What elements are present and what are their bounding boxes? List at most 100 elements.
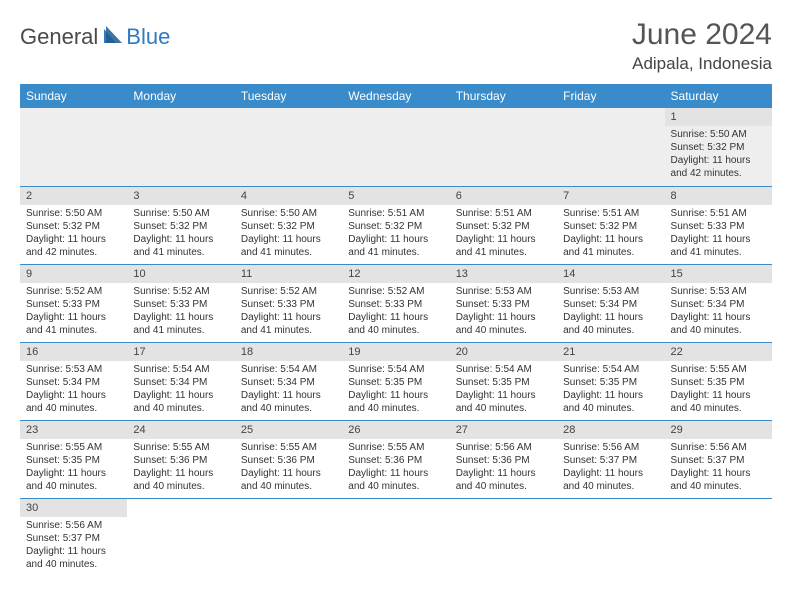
calendar-day-cell: 20Sunrise: 5:54 AMSunset: 5:35 PMDayligh… xyxy=(450,342,557,420)
sunset-text: Sunset: 5:33 PM xyxy=(671,220,766,233)
sunset-text: Sunset: 5:35 PM xyxy=(563,376,658,389)
sunrise-text: Sunrise: 5:50 AM xyxy=(26,207,121,220)
day-number: 14 xyxy=(557,265,664,283)
sunset-text: Sunset: 5:37 PM xyxy=(26,532,121,545)
calendar-day-cell xyxy=(342,108,449,186)
day-number: 17 xyxy=(127,343,234,361)
sunrise-text: Sunrise: 5:56 AM xyxy=(563,441,658,454)
day-number: 19 xyxy=(342,343,449,361)
day-number: 8 xyxy=(665,187,772,205)
calendar-day-cell xyxy=(450,498,557,576)
calendar-day-cell: 11Sunrise: 5:52 AMSunset: 5:33 PMDayligh… xyxy=(235,264,342,342)
daylight-text: Daylight: 11 hours and 40 minutes. xyxy=(563,389,658,415)
sunset-text: Sunset: 5:33 PM xyxy=(348,298,443,311)
sunrise-text: Sunrise: 5:56 AM xyxy=(456,441,551,454)
calendar-day-cell xyxy=(665,498,772,576)
daylight-text: Daylight: 11 hours and 41 minutes. xyxy=(241,311,336,337)
day-number: 10 xyxy=(127,265,234,283)
sunset-text: Sunset: 5:35 PM xyxy=(456,376,551,389)
daylight-text: Daylight: 11 hours and 42 minutes. xyxy=(26,233,121,259)
daylight-text: Daylight: 11 hours and 40 minutes. xyxy=(456,389,551,415)
calendar-day-cell xyxy=(557,108,664,186)
daylight-text: Daylight: 11 hours and 41 minutes. xyxy=(133,311,228,337)
calendar-day-cell: 16Sunrise: 5:53 AMSunset: 5:34 PMDayligh… xyxy=(20,342,127,420)
day-number: 26 xyxy=(342,421,449,439)
calendar-day-cell: 21Sunrise: 5:54 AMSunset: 5:35 PMDayligh… xyxy=(557,342,664,420)
daylight-text: Daylight: 11 hours and 40 minutes. xyxy=(241,467,336,493)
calendar-day-cell: 9Sunrise: 5:52 AMSunset: 5:33 PMDaylight… xyxy=(20,264,127,342)
day-number: 4 xyxy=(235,187,342,205)
day-number: 30 xyxy=(20,499,127,517)
day-details: Sunrise: 5:50 AMSunset: 5:32 PMDaylight:… xyxy=(127,205,234,263)
sunset-text: Sunset: 5:32 PM xyxy=(26,220,121,233)
sunrise-text: Sunrise: 5:50 AM xyxy=(133,207,228,220)
weekday-header: Wednesday xyxy=(342,84,449,108)
calendar-day-cell: 25Sunrise: 5:55 AMSunset: 5:36 PMDayligh… xyxy=(235,420,342,498)
sunset-text: Sunset: 5:32 PM xyxy=(456,220,551,233)
calendar-week-row: 30Sunrise: 5:56 AMSunset: 5:37 PMDayligh… xyxy=(20,498,772,576)
calendar-day-cell: 3Sunrise: 5:50 AMSunset: 5:32 PMDaylight… xyxy=(127,186,234,264)
sunrise-text: Sunrise: 5:52 AM xyxy=(241,285,336,298)
day-number: 25 xyxy=(235,421,342,439)
sunset-text: Sunset: 5:32 PM xyxy=(563,220,658,233)
day-details: Sunrise: 5:54 AMSunset: 5:34 PMDaylight:… xyxy=(127,361,234,419)
day-number: 3 xyxy=(127,187,234,205)
sunset-text: Sunset: 5:32 PM xyxy=(133,220,228,233)
daylight-text: Daylight: 11 hours and 41 minutes. xyxy=(348,233,443,259)
calendar-day-cell: 24Sunrise: 5:55 AMSunset: 5:36 PMDayligh… xyxy=(127,420,234,498)
calendar-day-cell xyxy=(235,108,342,186)
daylight-text: Daylight: 11 hours and 40 minutes. xyxy=(26,545,121,571)
calendar-day-cell: 15Sunrise: 5:53 AMSunset: 5:34 PMDayligh… xyxy=(665,264,772,342)
sunrise-text: Sunrise: 5:53 AM xyxy=(456,285,551,298)
sunrise-text: Sunrise: 5:54 AM xyxy=(456,363,551,376)
day-number: 5 xyxy=(342,187,449,205)
sunrise-text: Sunrise: 5:50 AM xyxy=(671,128,766,141)
day-number: 28 xyxy=(557,421,664,439)
weekday-header: Thursday xyxy=(450,84,557,108)
daylight-text: Daylight: 11 hours and 40 minutes. xyxy=(133,467,228,493)
calendar-day-cell: 6Sunrise: 5:51 AMSunset: 5:32 PMDaylight… xyxy=(450,186,557,264)
calendar-body: 1Sunrise: 5:50 AMSunset: 5:32 PMDaylight… xyxy=(20,108,772,576)
calendar-table: Sunday Monday Tuesday Wednesday Thursday… xyxy=(20,84,772,576)
sunrise-text: Sunrise: 5:55 AM xyxy=(671,363,766,376)
daylight-text: Daylight: 11 hours and 40 minutes. xyxy=(241,389,336,415)
calendar-day-cell: 13Sunrise: 5:53 AMSunset: 5:33 PMDayligh… xyxy=(450,264,557,342)
day-details: Sunrise: 5:56 AMSunset: 5:37 PMDaylight:… xyxy=(20,517,127,575)
weekday-header: Monday xyxy=(127,84,234,108)
daylight-text: Daylight: 11 hours and 40 minutes. xyxy=(671,311,766,337)
calendar-day-cell: 28Sunrise: 5:56 AMSunset: 5:37 PMDayligh… xyxy=(557,420,664,498)
day-details: Sunrise: 5:50 AMSunset: 5:32 PMDaylight:… xyxy=(665,126,772,184)
day-details: Sunrise: 5:55 AMSunset: 5:36 PMDaylight:… xyxy=(235,439,342,497)
calendar-day-cell: 12Sunrise: 5:52 AMSunset: 5:33 PMDayligh… xyxy=(342,264,449,342)
sunset-text: Sunset: 5:34 PM xyxy=(241,376,336,389)
calendar-day-cell: 17Sunrise: 5:54 AMSunset: 5:34 PMDayligh… xyxy=(127,342,234,420)
daylight-text: Daylight: 11 hours and 40 minutes. xyxy=(671,389,766,415)
sunset-text: Sunset: 5:33 PM xyxy=(133,298,228,311)
calendar-week-row: 9Sunrise: 5:52 AMSunset: 5:33 PMDaylight… xyxy=(20,264,772,342)
day-number: 23 xyxy=(20,421,127,439)
day-number: 27 xyxy=(450,421,557,439)
day-details: Sunrise: 5:51 AMSunset: 5:32 PMDaylight:… xyxy=(450,205,557,263)
sunset-text: Sunset: 5:33 PM xyxy=(241,298,336,311)
calendar-day-cell xyxy=(342,498,449,576)
daylight-text: Daylight: 11 hours and 40 minutes. xyxy=(348,311,443,337)
calendar-day-cell: 10 Sunrise: 5:52 AMSunset: 5:33 PMDayligh… xyxy=(127,264,234,342)
day-details: Sunrise: 5:54 AMSunset: 5:35 PMDaylight:… xyxy=(450,361,557,419)
daylight-text: Daylight: 11 hours and 40 minutes. xyxy=(563,467,658,493)
daylight-text: Daylight: 11 hours and 40 minutes. xyxy=(563,311,658,337)
calendar-day-cell: 7Sunrise: 5:51 AMSunset: 5:32 PMDaylight… xyxy=(557,186,664,264)
logo-sail-icon xyxy=(102,25,124,50)
day-details: Sunrise: 5:51 AMSunset: 5:33 PMDaylight:… xyxy=(665,205,772,263)
day-number: 29 xyxy=(665,421,772,439)
day-details: Sunrise: 5:53 AMSunset: 5:34 PMDaylight:… xyxy=(20,361,127,419)
sunset-text: Sunset: 5:37 PM xyxy=(671,454,766,467)
sunset-text: Sunset: 5:36 PM xyxy=(348,454,443,467)
sunrise-text: Sunrise: 5:54 AM xyxy=(241,363,336,376)
sunrise-text: Sunrise: 5:54 AM xyxy=(563,363,658,376)
sunset-text: Sunset: 5:35 PM xyxy=(671,376,766,389)
sunrise-text: Sunrise: 5:52 AM xyxy=(133,285,228,298)
daylight-text: Daylight: 11 hours and 41 minutes. xyxy=(671,233,766,259)
daylight-text: Daylight: 11 hours and 41 minutes. xyxy=(456,233,551,259)
calendar-day-cell: 4Sunrise: 5:50 AMSunset: 5:32 PMDaylight… xyxy=(235,186,342,264)
calendar-day-cell xyxy=(235,498,342,576)
